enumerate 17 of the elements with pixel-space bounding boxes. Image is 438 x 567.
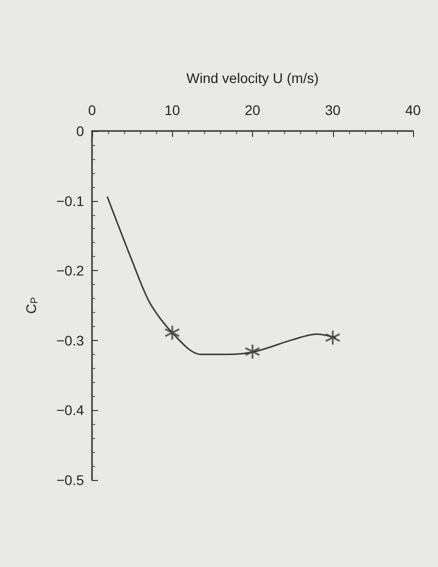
x-tick-label: 0 bbox=[88, 102, 96, 118]
point bbox=[244, 344, 260, 360]
point bbox=[324, 330, 341, 346]
y-tick-label: −0.1 bbox=[56, 192, 84, 209]
y-tick-label: −0.5 bbox=[56, 472, 84, 488]
line-series bbox=[106, 196, 337, 356]
y-tick-label: −0.3 bbox=[56, 332, 84, 348]
y-tick-label: 0 bbox=[76, 123, 84, 139]
y-tick-label: −0.2 bbox=[56, 262, 84, 279]
y-axis-title: CP bbox=[23, 296, 40, 314]
x-tick-label: 10 bbox=[164, 102, 180, 118]
x-axis-title: Wind velocity U (m/s) bbox=[186, 70, 319, 86]
x-tick-label: 40 bbox=[405, 102, 421, 118]
y-tick-label: −0.4 bbox=[56, 402, 84, 418]
x-tick-label: 20 bbox=[244, 102, 260, 118]
point bbox=[164, 324, 180, 341]
x-tick-label: 30 bbox=[324, 102, 341, 118]
